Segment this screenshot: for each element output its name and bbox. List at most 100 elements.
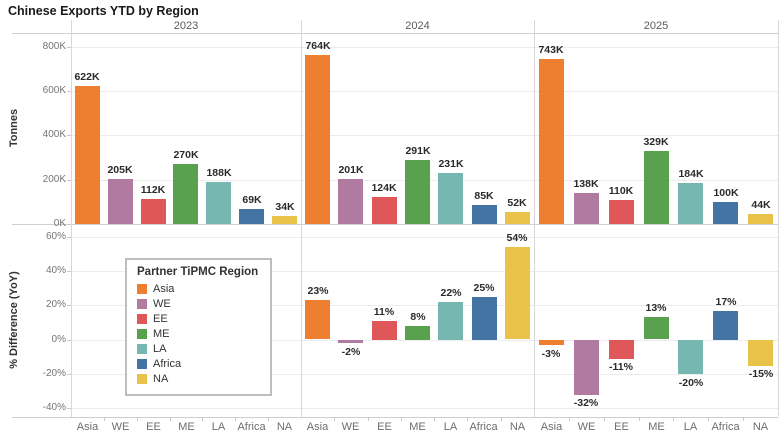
legend-swatch-na [137, 373, 147, 384]
bar-yoy-2024-NA[interactable] [505, 247, 530, 339]
bar-yoy-2025-EE[interactable] [609, 340, 634, 359]
value-label-yoy-2024-EE: 11% [373, 306, 395, 318]
bar-tonnes-2023-Asia[interactable] [75, 86, 100, 224]
value-label-tonnes-2025-Africa: 100K [713, 187, 739, 199]
legend-label: WE [153, 297, 171, 310]
value-label-tonnes-2024-ME: 291K [405, 145, 431, 157]
bar-tonnes-2023-WE[interactable] [108, 179, 133, 224]
value-label-tonnes-2023-Africa: 69K [242, 194, 262, 206]
legend-item-me[interactable]: ME [137, 326, 258, 341]
y-tick-mark [67, 180, 71, 181]
bar-tonnes-2023-ME[interactable] [173, 164, 198, 224]
bar-yoy-2024-LA[interactable] [438, 302, 463, 340]
gridline-tonnes-800k [71, 47, 778, 48]
bar-yoy-2024-Asia[interactable] [305, 300, 330, 339]
bar-yoy-2025-LA[interactable] [678, 340, 703, 374]
bar-tonnes-2025-NA[interactable] [748, 214, 773, 224]
legend-item-ee[interactable]: EE [137, 311, 258, 326]
bar-tonnes-2023-Africa[interactable] [239, 209, 264, 224]
y-tick-label-yoy--40%: -40% [42, 402, 66, 413]
y-tick-label-yoy-40%: 40% [45, 265, 66, 276]
bar-yoy-2024-ME[interactable] [405, 326, 430, 340]
category-label-2025-Asia: Asia [540, 421, 563, 433]
y-tick-mark [67, 408, 71, 409]
y-tick-mark [67, 271, 71, 272]
value-label-tonnes-2023-NA: 34K [275, 201, 295, 213]
value-label-yoy-2025-LA: -20% [678, 377, 704, 389]
bar-yoy-2025-ME[interactable] [644, 317, 669, 339]
bar-yoy-2025-Asia[interactable] [539, 340, 564, 345]
legend-swatch-ee [137, 313, 147, 324]
gridline-yoy--40pct [71, 408, 778, 409]
bar-tonnes-2023-NA[interactable] [272, 216, 297, 224]
legend-item-we[interactable]: WE [137, 296, 258, 311]
category-label-2023-Africa: Africa [237, 421, 266, 433]
category-label-2025-Africa: Africa [711, 421, 740, 433]
bar-tonnes-2024-Asia[interactable] [305, 55, 330, 224]
row-divider-zero-line [12, 224, 778, 225]
value-label-yoy-2024-ME: 8% [410, 311, 426, 323]
y-tick-mark [67, 47, 71, 48]
category-tick-mark [368, 417, 369, 421]
category-label-2024-EE: EE [377, 421, 392, 433]
bar-tonnes-2025-LA[interactable] [678, 183, 703, 224]
category-tick-mark [137, 417, 138, 421]
y-tick-label-tonnes-800K: 800K [42, 41, 66, 52]
category-label-2023-LA: LA [211, 421, 226, 433]
bar-tonnes-2024-NA[interactable] [505, 212, 530, 224]
legend-item-la[interactable]: LA [137, 341, 258, 356]
bar-yoy-2025-NA[interactable] [748, 340, 773, 366]
category-tick-mark [434, 417, 435, 421]
legend-swatch-we [137, 298, 147, 309]
category-tick-mark [202, 417, 203, 421]
category-label-2025-WE: WE [577, 421, 596, 433]
category-label-2024-Asia: Asia [306, 421, 329, 433]
y-tick-mark [67, 340, 71, 341]
bar-tonnes-2024-ME[interactable] [405, 160, 430, 224]
bar-yoy-2025-WE[interactable] [574, 340, 599, 395]
chart-title: Chinese Exports YTD by Region [8, 4, 199, 18]
bar-yoy-2024-Africa[interactable] [472, 297, 497, 340]
category-tick-mark [604, 417, 605, 421]
value-label-tonnes-2023-LA: 188K [206, 167, 232, 179]
value-label-yoy-2024-WE: -2% [341, 346, 361, 358]
gridline-yoy-0pct [71, 340, 778, 341]
bar-tonnes-2023-EE[interactable] [141, 199, 166, 224]
legend-swatch-africa [137, 358, 147, 369]
bar-yoy-2024-EE[interactable] [372, 321, 397, 340]
y-tick-label-yoy--20%: -20% [42, 368, 66, 379]
y-tick-mark [67, 374, 71, 375]
legend-label: EE [153, 312, 168, 325]
legend-swatch-asia [137, 283, 147, 294]
bar-tonnes-2025-ME[interactable] [644, 151, 669, 224]
bar-tonnes-2024-LA[interactable] [438, 173, 463, 224]
bar-tonnes-2025-EE[interactable] [609, 200, 634, 224]
bar-tonnes-2024-Africa[interactable] [472, 205, 497, 224]
legend-item-na[interactable]: NA [137, 371, 258, 386]
value-label-tonnes-2024-Asia: 764K [305, 40, 331, 52]
y-tick-mark [67, 237, 71, 238]
bar-yoy-2025-Africa[interactable] [713, 311, 738, 340]
value-label-yoy-2025-ME: 13% [645, 302, 667, 314]
value-label-yoy-2025-WE: -32% [573, 397, 599, 409]
category-label-2025-EE: EE [614, 421, 629, 433]
bar-tonnes-2024-EE[interactable] [372, 197, 397, 224]
legend-item-africa[interactable]: Africa [137, 356, 258, 371]
bar-tonnes-2024-WE[interactable] [338, 179, 363, 224]
value-label-tonnes-2024-NA: 52K [507, 197, 527, 209]
bar-tonnes-2025-Africa[interactable] [713, 202, 738, 224]
bar-tonnes-2025-Asia[interactable] [539, 59, 564, 224]
y-tick-mark [67, 135, 71, 136]
category-tick-mark [104, 417, 105, 421]
category-label-2023-Asia: Asia [76, 421, 99, 433]
plot-left-border [71, 20, 72, 417]
gridline-yoy-40pct [71, 271, 778, 272]
legend-item-asia[interactable]: Asia [137, 281, 258, 296]
bar-yoy-2024-WE[interactable] [338, 340, 363, 343]
facet-header-2025: 2025 [643, 20, 669, 32]
bar-tonnes-2025-WE[interactable] [574, 193, 599, 224]
bar-tonnes-2023-LA[interactable] [206, 182, 231, 224]
category-tick-mark [569, 417, 570, 421]
category-label-2024-WE: WE [341, 421, 360, 433]
y-tick-mark [67, 91, 71, 92]
